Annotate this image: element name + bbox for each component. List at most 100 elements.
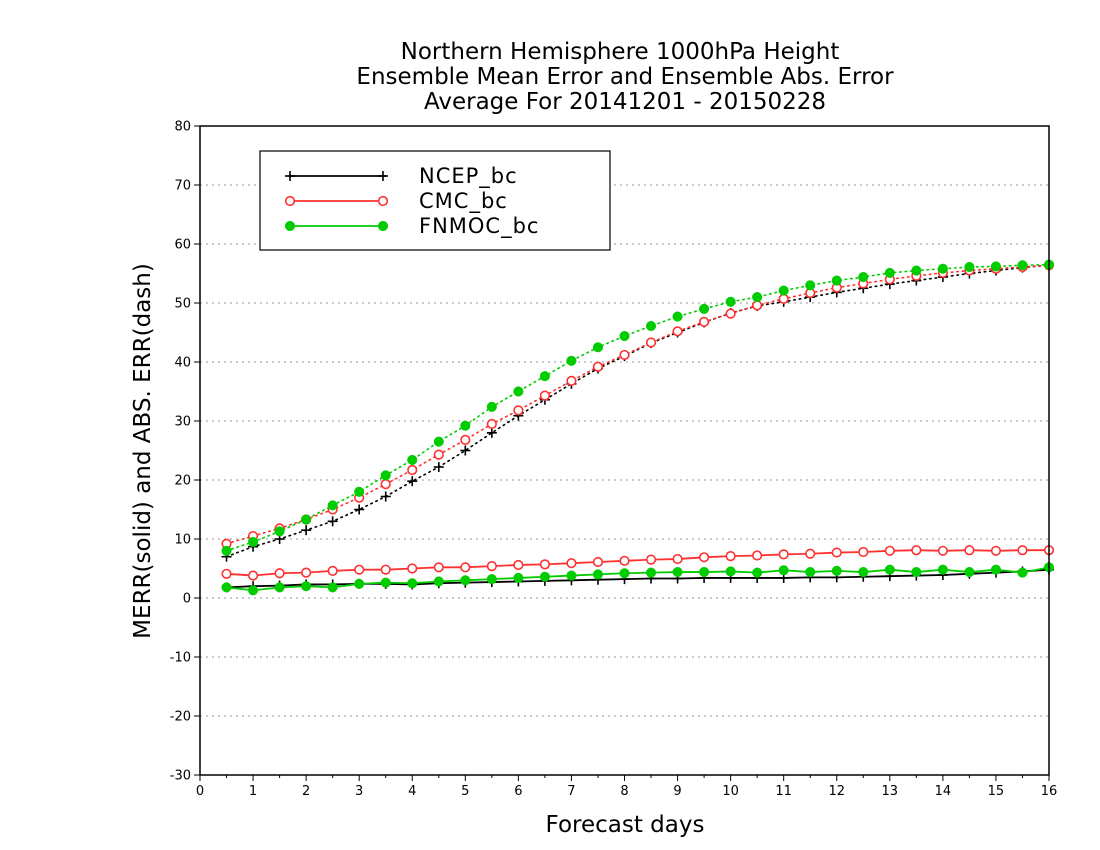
fnmoc-bc-merr-point — [433, 576, 444, 587]
cmc-bc-abs-err-point — [752, 300, 763, 311]
cmc-bc-abs-err-point — [539, 390, 551, 401]
cmc-bc-abs-err-line — [225, 264, 1050, 545]
cmc-bc-merr-point — [433, 562, 444, 573]
cmc-bc-merr-point — [460, 562, 471, 573]
fnmoc-bc-merr-point — [831, 565, 842, 576]
x-tick-label: 6 — [514, 784, 522, 799]
fnmoc-bc-merr-point — [274, 582, 285, 593]
cmc-bc-abs-err-point — [380, 479, 391, 490]
fnmoc-bc-merr-point — [937, 564, 948, 575]
fnmoc-bc-abs-err-point — [937, 263, 948, 274]
fnmoc-bc-abs-err-point — [884, 267, 895, 278]
fnmoc-bc-abs-err-point — [274, 526, 285, 537]
y-axis-label: MERR(solid) and ABS. ERR(dash) — [130, 263, 156, 639]
cmc-bc-abs-err-point — [460, 434, 471, 445]
x-tick-label: 5 — [461, 784, 469, 799]
cmc-bc-merr-point — [407, 563, 418, 574]
fnmoc-bc-merr-point — [964, 566, 975, 578]
x-tick-label: 8 — [620, 784, 628, 799]
fnmoc-bc-merr-point — [301, 581, 312, 592]
y-tick-label: 70 — [174, 179, 191, 194]
fnmoc-bc-merr-point — [248, 585, 259, 596]
x-tick-label: 3 — [355, 784, 363, 799]
fnmoc-bc-abs-err-point — [354, 486, 365, 497]
cmc-bc-merr-point — [301, 567, 312, 578]
legend-marker-cmc-bc — [377, 195, 389, 207]
x-tick-label: 14 — [935, 784, 952, 799]
fnmoc-bc-merr-point — [752, 567, 763, 578]
legend-marker-cmc-bc — [284, 195, 296, 207]
fnmoc-bc-abs-err-point — [725, 296, 736, 307]
fnmoc-bc-merr-point — [354, 578, 365, 589]
cmc-bc-merr-point — [247, 570, 259, 581]
fnmoc-bc-abs-err-point — [407, 454, 418, 465]
cmc-bc-abs-err-point — [407, 464, 418, 476]
x-tick-label: 11 — [775, 784, 792, 799]
fnmoc-bc-abs-err-point — [964, 261, 975, 273]
cmc-bc-merr-point — [698, 552, 710, 563]
fnmoc-bc-merr-point — [805, 566, 816, 578]
cmc-bc-merr-point — [513, 559, 524, 571]
x-tick-label: 10 — [722, 784, 739, 799]
cmc-bc-merr-point — [274, 568, 285, 579]
y-axis: -30 -20 -10 0 10 20 30 40 50 60 70 80 — [170, 120, 200, 784]
fnmoc-bc-abs-err-point — [752, 292, 763, 303]
fnmoc-bc-abs-err-point — [990, 261, 1001, 272]
cmc-bc-abs-err-point — [778, 293, 789, 304]
fnmoc-bc-abs-err-point — [566, 355, 577, 366]
ncep-bc-abs-err-line — [225, 264, 1050, 558]
fnmoc-bc-abs-err-point — [911, 265, 922, 276]
ncep-bc-abs-err-point — [460, 445, 471, 456]
legend-marker-fnmoc-bc — [284, 220, 296, 232]
series-cmc-bc — [221, 260, 1055, 581]
cmc-bc-abs-err-point — [486, 418, 497, 430]
ncep-bc-abs-err-point — [433, 462, 444, 473]
cmc-bc-merr-point — [380, 564, 391, 575]
legend-marker-ncep-bc — [378, 171, 388, 181]
cmc-bc-abs-err-point — [725, 308, 736, 319]
cmc-bc-abs-err-point — [698, 316, 710, 327]
fnmoc-bc-abs-err-point — [380, 470, 391, 481]
fnmoc-bc-merr-point — [725, 566, 736, 577]
ncep-bc-abs-err-point — [407, 476, 418, 487]
cmc-bc-abs-err-point — [566, 375, 577, 386]
y-tick-label: 80 — [174, 120, 191, 135]
fnmoc-bc-abs-err-point — [805, 280, 816, 291]
cmc-bc-merr-point — [831, 547, 842, 558]
cmc-bc-merr-point — [221, 568, 232, 579]
fnmoc-bc-abs-err-point — [778, 285, 789, 296]
fnmoc-bc-merr-point — [460, 575, 471, 586]
legend-marker-fnmoc-bc — [377, 220, 389, 232]
legend-label-cmc-bc: CMC_bc — [419, 189, 508, 214]
fnmoc-bc-abs-err-point — [539, 371, 550, 382]
cmc-bc-merr-point — [327, 565, 338, 576]
ncep-bc-abs-err-point — [354, 504, 365, 515]
x-tick-label: 1 — [249, 784, 257, 799]
fnmoc-bc-merr-point — [858, 566, 869, 578]
x-axis-label: Forecast days — [546, 812, 705, 838]
cmc-bc-merr-point — [778, 549, 789, 560]
fnmoc-bc-merr-point — [539, 571, 550, 582]
x-tick-label: 2 — [302, 784, 310, 799]
cmc-bc-merr-point — [964, 545, 975, 556]
grid-lines — [200, 184, 1049, 717]
cmc-bc-merr-point — [566, 558, 577, 569]
fnmoc-bc-merr-point — [619, 568, 630, 579]
y-tick-label: -20 — [170, 710, 191, 725]
fnmoc-bc-abs-err-point — [672, 311, 683, 322]
y-tick-label: -30 — [170, 769, 191, 784]
cmc-bc-merr-point — [619, 555, 630, 566]
fnmoc-bc-abs-err-point — [699, 303, 710, 314]
y-tick-label: 0 — [183, 592, 191, 607]
fnmoc-bc-abs-err-point — [460, 420, 471, 431]
y-tick-label: 60 — [174, 238, 191, 253]
fnmoc-bc-abs-err-point — [513, 386, 524, 397]
ncep-bc-abs-err-point — [486, 427, 497, 438]
legend-label-fnmoc-bc: FNMOC_bc — [419, 214, 539, 239]
fnmoc-bc-abs-err-point — [645, 320, 657, 332]
chart-title-line-3: Average For 20141201 - 20150228 — [424, 89, 826, 115]
fnmoc-bc-abs-err-point — [221, 545, 232, 556]
fnmoc-bc-merr-point — [778, 565, 789, 576]
legend-item-cmc-bc: CMC_bc — [284, 189, 508, 214]
